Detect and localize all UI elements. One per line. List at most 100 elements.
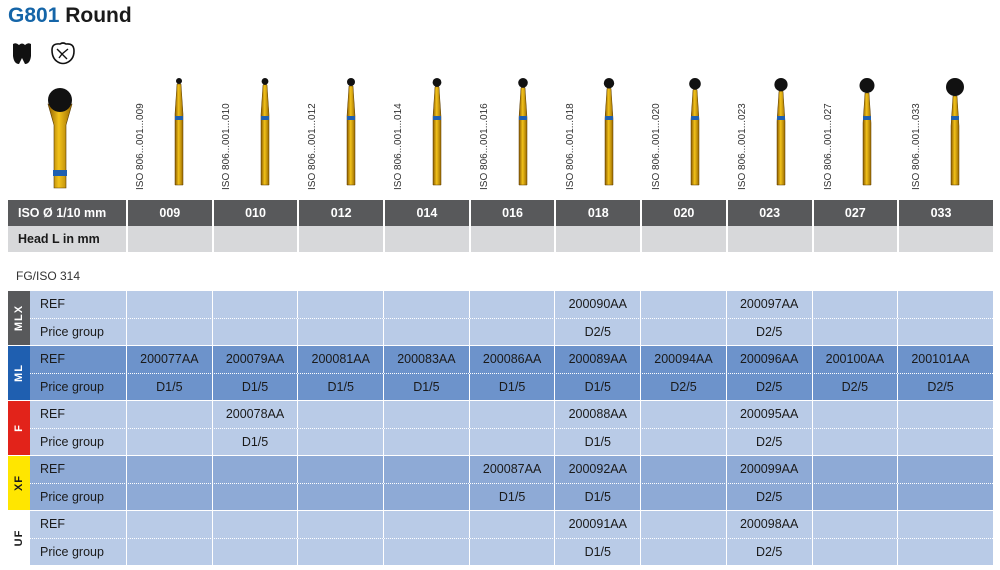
- price-group-cell: [468, 538, 555, 565]
- ref-cell: [383, 511, 469, 538]
- table-row: Price group D1/5 D1/5 D2/5: [30, 428, 993, 455]
- bur-illustration: [346, 78, 356, 186]
- iso-norm-label: ISO 806...001...023: [737, 103, 748, 190]
- ref-cell: [640, 401, 726, 428]
- bur-illustration: [518, 78, 528, 186]
- size-cell: 027: [811, 200, 898, 226]
- ref-cell: 200090AA: [554, 291, 640, 318]
- price-group-cell: D2/5: [725, 373, 812, 400]
- ref-cell: [297, 456, 383, 483]
- row-label: Price group: [40, 544, 104, 559]
- grit-tab: UF: [8, 511, 30, 565]
- price-group-cell: D1/5: [554, 373, 640, 400]
- ref-cell: 200096AA: [725, 346, 812, 373]
- grit-label: MLX: [13, 304, 25, 332]
- row-label: REF: [40, 517, 65, 532]
- table-row: Price group D2/5 D2/5: [30, 318, 993, 345]
- ref-cell: 200092AA: [554, 456, 640, 483]
- price-group-cell: [468, 318, 555, 345]
- head-length-cell: [725, 226, 812, 252]
- head-length-cell: [383, 226, 469, 252]
- iso-norm-label: ISO 806...001...020: [651, 103, 662, 190]
- size-cell: 016: [468, 200, 555, 226]
- ref-cell: [297, 401, 383, 428]
- head-length-cell: [554, 226, 640, 252]
- price-group-cell: [383, 538, 469, 565]
- price-group-cell: [126, 483, 212, 510]
- ref-cell: 200087AA: [468, 456, 555, 483]
- size-cell: 009: [126, 200, 212, 226]
- price-group-cell: [640, 318, 726, 345]
- ref-cell: [297, 511, 383, 538]
- group-divider: [8, 510, 993, 511]
- price-group-cell: [383, 318, 469, 345]
- price-group-cell: [640, 538, 726, 565]
- ref-cell: 200099AA: [725, 456, 812, 483]
- price-group-cell: D2/5: [725, 483, 812, 510]
- ref-cell: 200098AA: [725, 511, 812, 538]
- ref-cell: [211, 291, 298, 318]
- ref-cell: 200097AA: [725, 291, 812, 318]
- row-label: REF: [40, 297, 65, 312]
- grit-tab: XF: [8, 456, 30, 510]
- head-length-cell: [640, 226, 726, 252]
- ref-cell: 200101AA: [897, 346, 983, 373]
- product-shape: Round: [65, 4, 132, 27]
- grit-tab: ML: [8, 346, 30, 400]
- row-label: Price group: [40, 434, 104, 449]
- head-length-cell: [126, 226, 212, 252]
- price-group-cell: [811, 483, 898, 510]
- price-group-cell: D2/5: [725, 318, 812, 345]
- head-length-cell: [468, 226, 555, 252]
- table-row: REF 200090AA 200097AA: [30, 291, 993, 319]
- price-group-cell: [897, 483, 983, 510]
- ref-cell: 200095AA: [725, 401, 812, 428]
- bur-illustration: [774, 78, 788, 186]
- bur-illustration: [603, 78, 615, 186]
- ref-cell: [383, 291, 469, 318]
- price-group-cell: [640, 428, 726, 455]
- iso-norm-label: ISO 806...001...033: [911, 103, 922, 190]
- head-length-row: Head L in mm: [8, 226, 993, 252]
- head-length-cell: [211, 226, 298, 252]
- ref-cell: [211, 456, 298, 483]
- grit-label: UF: [13, 529, 25, 547]
- bur-illustration: [946, 78, 964, 186]
- iso-norm-label: ISO 806...001...016: [479, 103, 490, 190]
- iso-norm-label: ISO 806...001...009: [135, 103, 146, 190]
- price-group-cell: [126, 428, 212, 455]
- ref-cell: [211, 511, 298, 538]
- group-divider: [8, 400, 993, 401]
- bur-large: [47, 88, 73, 189]
- price-group-cell: [897, 428, 983, 455]
- group-xf: XF REF 200087AA 200092AA 200099AA Price group…: [8, 456, 993, 510]
- ref-cell: [811, 291, 898, 318]
- ref-cell: [811, 456, 898, 483]
- price-group-cell: [297, 483, 383, 510]
- ref-cell: [126, 456, 212, 483]
- ref-cell: [383, 401, 469, 428]
- iso-norm-label: ISO 806...001...014: [393, 103, 404, 190]
- price-group-cell: D1/5: [126, 373, 212, 400]
- ref-cell: 200091AA: [554, 511, 640, 538]
- row-label: Price group: [40, 324, 104, 339]
- row-label: Price group: [40, 489, 104, 504]
- ref-cell: [640, 511, 726, 538]
- ref-cell: [640, 291, 726, 318]
- table-row: Price group D1/5 D1/5 D2/5: [30, 483, 993, 510]
- table-row: Price group D1/5 D1/5 D1/5 D1/5 D1/5 D1/5 D2/5 D…: [30, 373, 993, 400]
- row-label: REF: [40, 462, 65, 477]
- ref-cell: [897, 291, 983, 318]
- iso-norm-label: ISO 806...001...018: [565, 103, 576, 190]
- price-group-cell: [211, 318, 298, 345]
- crack-tooth-icon: [51, 42, 75, 65]
- iso-header-label: ISO Ø 1/10 mm: [18, 206, 107, 220]
- ref-cell: [468, 511, 555, 538]
- ref-cell: [468, 401, 555, 428]
- price-group-cell: [897, 318, 983, 345]
- ref-cell: [811, 511, 898, 538]
- ref-cell: 200100AA: [811, 346, 898, 373]
- grit-label: ML: [13, 364, 25, 382]
- group-f: F REF 200078AA 200088AA 200095AA Price group D…: [8, 401, 993, 455]
- ref-cell: [811, 401, 898, 428]
